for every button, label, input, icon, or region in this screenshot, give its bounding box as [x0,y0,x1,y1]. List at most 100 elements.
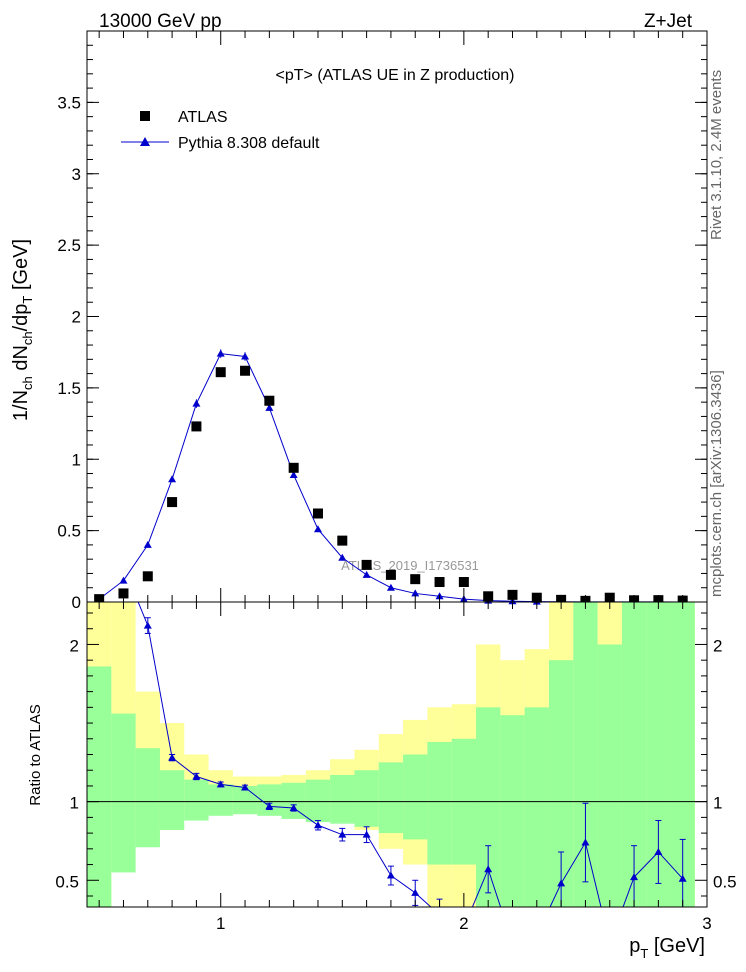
mcplots-label: mcplots.cern.ch [arXiv:1306.3436] [708,370,725,597]
pythia-point [265,403,274,411]
ratio-pythia-point [557,879,566,887]
main-panel: 0 0.5 1 1.5 2 2.5 3 3.5 1/Nch dNch/dpT [GeV] AT… [10,30,708,612]
ratio-axes: 0.5 0.5 1 1 2 2 1 2 3 [55,602,737,933]
ratio-pythia-point [216,780,225,788]
atlas-point [337,535,348,546]
x-axis-label: pT [GeV] [629,935,705,961]
pythia-point [216,349,225,357]
ratio-band-inner [378,762,404,834]
ratio-pythia-point [533,931,541,938]
ratio-band-inner [354,770,379,827]
ratio-pythia-point [606,939,614,946]
pythia-point [362,570,371,578]
ratio-panel: 0.5 0.5 1 1 2 2 1 2 3 Ratio to ATLAS pT [GeV] [27,530,737,961]
ratio-pythia-point [484,865,493,873]
ratio-band-inner [500,715,525,907]
atlas-point [312,508,323,519]
atlas-point [385,569,396,580]
ratio-band-inner [208,784,233,816]
main-ytick-label: 2.5 [57,236,81,255]
ratio-pythia-point [508,939,516,946]
ratio-ytick-label: 0.5 [55,872,79,891]
ratio-pythia-point [362,830,371,838]
atlas-point [264,395,275,406]
legend: ATLAS Pythia 8.308 default [121,109,320,152]
pythia-point [289,470,298,478]
ratio-pythia-point [630,873,639,881]
main-ytick-label: 1.5 [57,379,81,398]
atlas-point [167,497,178,508]
legend-atlas-marker [140,111,150,121]
main-ytick-label: 0.5 [57,522,81,541]
chart-title: <pT> (ATLAS UE in Z production) [276,67,515,84]
ratio-band-inner [87,666,112,907]
ratio-pythia-point [436,911,444,918]
ratio-marks [87,530,707,946]
ratio-band-inner [135,748,160,848]
atlas-point [288,462,299,473]
ratio-pythia-point [289,803,298,811]
legend-pythia-label: Pythia 8.308 default [178,135,320,152]
pythia-point [119,576,128,584]
pythia-point [168,475,177,483]
atlas-point [410,574,421,585]
main-ytick-label: 3 [72,165,81,184]
ratio-pythia-point [313,821,322,829]
ratio-band-inner [305,779,331,823]
ratio-ytick-label: 2 [70,636,79,655]
ratio-ytick-label: 1 [70,794,79,813]
ratio-band-inner [184,779,209,821]
atlas-point [240,365,251,376]
ratio-xtick-label: 1 [216,914,225,933]
ratio-pythia-point [338,830,347,838]
rivet-label: Rivet 3.1.10, 2.4M events [708,70,725,240]
ratio-band-inner [232,785,258,815]
ratio-xtick-label: 2 [459,914,468,933]
legend-pythia-marker [140,137,150,146]
main-y-axis-label: 1/Nch dNch/dpT [GeV] [10,239,35,421]
main-axes: 0 0.5 1 1.5 2 2.5 3 3.5 [57,31,708,612]
pythia-point [241,352,250,360]
pythia-point [143,540,152,548]
atlas-point [142,571,153,582]
ratio-band-inner [403,754,428,840]
ratio-pythia-point [581,838,590,846]
ratio-pythia-point [265,802,274,810]
ratio-pythia-point [411,888,420,896]
ratio-band-inner [524,707,549,907]
ratio-band-inner [597,644,622,907]
analysis-watermark: ATLAS_2019_I1736531 [341,558,479,573]
ratio-pythia-point [654,847,663,855]
ratio-pythia-point [95,530,103,537]
ratio-band-inner [427,741,452,865]
main-ytick-label: 3.5 [57,93,81,112]
main-ytick-label: 1 [72,450,81,469]
atlas-point [118,588,129,599]
ratio-pythia-point [119,562,127,569]
pythia-point [411,589,420,597]
legend-atlas-label: ATLAS [178,109,228,126]
atlas-point [191,421,202,432]
ratio-ytick-label-right: 0.5 [713,872,737,891]
main-ytick-label: 2 [72,308,81,327]
ratio-band-inner [159,770,185,830]
pythia-point [313,525,322,533]
atlas-point [458,577,469,588]
ratio-pythia-point [678,874,687,882]
ratio-band-inner [281,782,306,819]
ratio-ytick-label-right: 2 [713,636,722,655]
ratio-pythia-point [241,783,250,791]
ratio-pythia-point [143,621,152,629]
ratio-pythia-point [386,871,395,879]
energy-label: 13000 GeV pp [99,11,222,32]
ratio-ytick-label-right: 1 [713,794,722,813]
ratio-xtick-label: 3 [702,914,711,933]
ratio-y-axis-label: Ratio to ATLAS [27,704,44,805]
process-label: Z+Jet [644,11,693,32]
atlas-point [434,577,445,588]
pythia-point [338,553,347,561]
ratio-pythia-point [168,753,177,761]
atlas-point [361,559,372,570]
main-ytick-label: 0 [72,593,81,612]
